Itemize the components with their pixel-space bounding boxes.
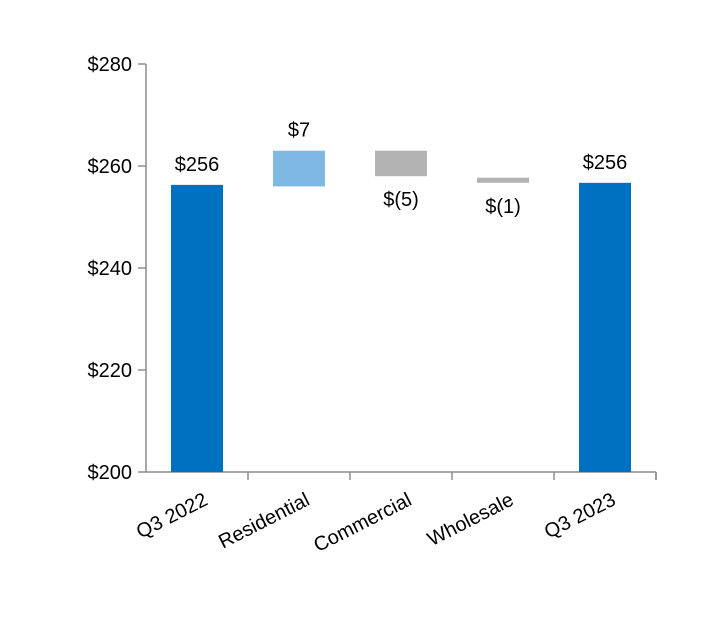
data-label: $(5) — [383, 189, 419, 211]
y-tick-label: $220 — [88, 360, 133, 382]
data-label: $256 — [175, 154, 220, 176]
bar-wholesale — [477, 177, 529, 183]
data-label: $256 — [583, 152, 628, 174]
x-category-label: Residential — [215, 489, 313, 554]
x-category-label: Q3 2022 — [133, 489, 211, 543]
y-tick-label: $200 — [88, 462, 133, 484]
data-label: $(1) — [485, 196, 521, 218]
y-tick-label: $260 — [88, 156, 133, 178]
x-category-label: Commercial — [310, 489, 415, 557]
bar-q3-2023 — [579, 182, 631, 472]
bar-q3-2022 — [171, 184, 223, 472]
y-tick-label: $240 — [88, 258, 133, 280]
x-category-label: Q3 2023 — [541, 489, 619, 543]
y-tick-label: $280 — [88, 54, 133, 76]
bar-commercial — [375, 150, 427, 177]
data-label: $7 — [288, 120, 310, 142]
x-category-label: Wholesale — [424, 489, 517, 551]
bar-residential — [273, 150, 325, 187]
